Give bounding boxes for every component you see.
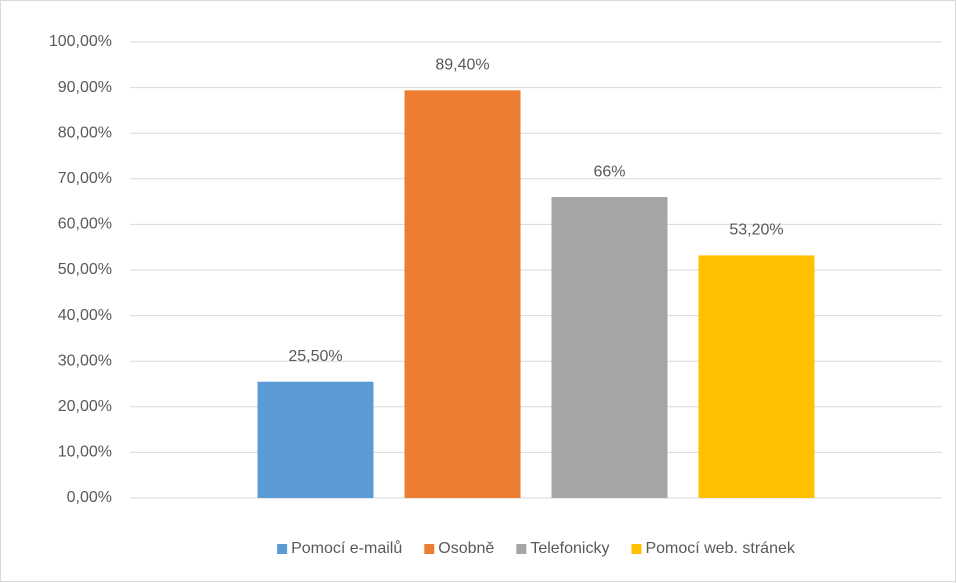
- y-tick-label: 80,00%: [58, 124, 112, 141]
- y-tick-label: 10,00%: [58, 444, 112, 461]
- y-tick-label: 50,00%: [58, 261, 112, 278]
- bar: [404, 90, 521, 498]
- y-tick-label: 40,00%: [58, 307, 112, 324]
- legend-label: Telefonicky: [530, 540, 609, 557]
- data-label: 66%: [593, 163, 625, 180]
- legend-swatch: [277, 544, 288, 554]
- y-tick-label: 100,00%: [49, 33, 112, 50]
- data-label: 53,20%: [729, 222, 783, 239]
- y-tick-label: 0,00%: [67, 489, 112, 506]
- y-tick-label: 70,00%: [58, 170, 112, 187]
- legend-label: Pomocí e-mailů: [291, 539, 402, 557]
- data-label: 25,50%: [288, 348, 342, 365]
- legend-swatch: [516, 544, 527, 554]
- legend-label: Osobně: [438, 540, 494, 557]
- data-label: 89,40%: [435, 57, 489, 74]
- bar: [698, 255, 815, 498]
- y-tick-label: 60,00%: [58, 216, 112, 233]
- y-tick-label: 20,00%: [58, 398, 112, 415]
- bar: [551, 197, 668, 499]
- y-tick-label: 90,00%: [58, 79, 112, 96]
- legend-swatch: [631, 544, 642, 554]
- bar: [257, 381, 374, 498]
- legend-label: Pomocí web. stránek: [645, 540, 795, 557]
- y-tick-label: 30,00%: [58, 352, 112, 369]
- legend-swatch: [424, 544, 435, 554]
